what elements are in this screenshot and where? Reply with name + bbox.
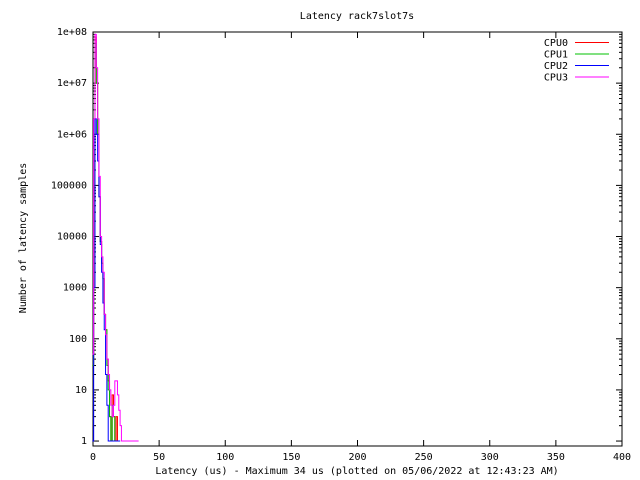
x-tick-label: 100 bbox=[216, 452, 234, 463]
x-tick-label: 250 bbox=[415, 452, 433, 463]
x-tick-label: 300 bbox=[481, 452, 499, 463]
y-tick-label: 100000 bbox=[51, 180, 87, 191]
x-tick-label: 150 bbox=[282, 452, 300, 463]
series-line-cpu2 bbox=[92, 118, 121, 442]
y-tick-label: 1 bbox=[81, 436, 87, 447]
x-tick-label: 50 bbox=[153, 452, 165, 463]
y-tick-label: 10000 bbox=[57, 232, 87, 243]
y-axis-label: Number of latency samples bbox=[18, 163, 29, 314]
legend-label-cpu3: CPU3 bbox=[544, 73, 568, 84]
series-line-cpu3 bbox=[92, 33, 139, 442]
y-tick-label: 1000 bbox=[63, 283, 87, 294]
y-tick-label: 10 bbox=[75, 385, 87, 396]
legend-label-cpu1: CPU1 bbox=[544, 50, 568, 61]
chart-title: Latency rack7slot7s bbox=[300, 11, 414, 22]
plot-frame bbox=[92, 31, 623, 447]
x-tick-label: 400 bbox=[613, 452, 631, 463]
plot-area: 0 50 100 150 200 250 300 350 400 1 10 100 1000 10000 1… bbox=[51, 27, 631, 463]
legend-label-cpu2: CPU2 bbox=[544, 61, 568, 72]
x-axis-label: Latency (us) - Maximum 34 us (plotted on… bbox=[155, 466, 558, 477]
y-tick-label: 1e+08 bbox=[57, 27, 87, 38]
y-tick-label: 1e+07 bbox=[57, 78, 87, 89]
x-tick-label: 0 bbox=[90, 452, 96, 463]
y-tick-label: 1e+06 bbox=[57, 129, 87, 140]
y-tick-label: 100 bbox=[69, 334, 87, 345]
x-tick-label: 350 bbox=[547, 452, 565, 463]
x-tick-label: 200 bbox=[348, 452, 366, 463]
legend-label-cpu0: CPU0 bbox=[544, 38, 568, 49]
